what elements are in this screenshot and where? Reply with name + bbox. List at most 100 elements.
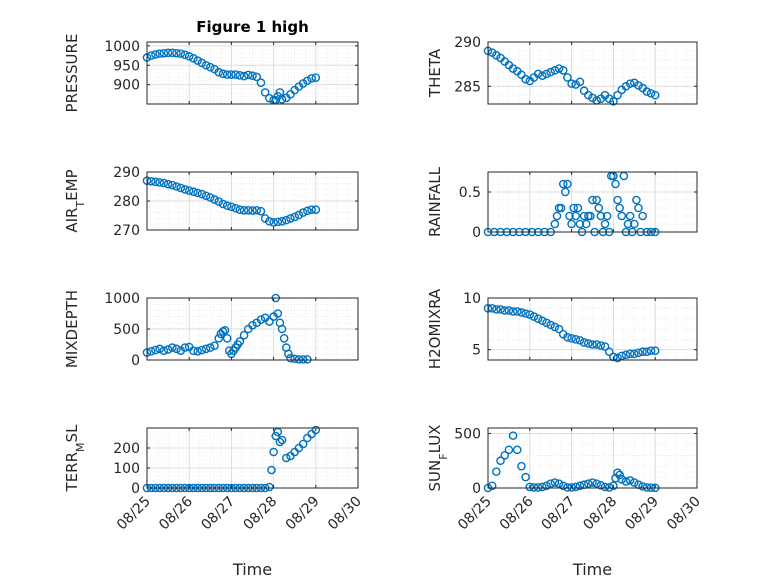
data-point	[556, 203, 566, 213]
y-tick-label: 270	[113, 223, 140, 239]
data-point	[159, 48, 169, 58]
data-point	[231, 70, 240, 79]
x-tick-label: 08/30	[325, 494, 365, 534]
data-point	[554, 324, 564, 334]
data-point	[205, 62, 215, 72]
data-point	[569, 203, 578, 213]
data-point	[600, 482, 610, 492]
data-point	[218, 69, 228, 79]
x-tick-label: 08/27	[198, 494, 238, 534]
data-point	[579, 338, 589, 347]
data-point	[201, 344, 211, 354]
data-point	[155, 344, 164, 354]
x-tick-label: 08/25	[114, 494, 154, 534]
data-point	[281, 453, 291, 463]
data-point	[604, 483, 614, 492]
data-point	[205, 193, 215, 202]
x-tick-label: 08/25	[455, 494, 495, 534]
data-point	[239, 330, 249, 340]
y-tick-label: 285	[454, 79, 481, 95]
data-point	[227, 70, 236, 79]
data-point	[625, 476, 635, 485]
data-point	[538, 316, 547, 326]
data-point	[542, 481, 551, 491]
data-point	[542, 318, 551, 328]
data-point	[273, 217, 283, 227]
data-point	[561, 187, 570, 197]
data-point	[155, 178, 164, 187]
data-point	[552, 211, 562, 221]
data-point	[298, 439, 308, 449]
x-tick-label: 08/29	[283, 494, 323, 534]
y-tick-label: 950	[113, 58, 140, 74]
data-point	[311, 425, 321, 435]
data-point	[201, 191, 211, 201]
data-point	[525, 482, 535, 492]
data-point	[563, 483, 572, 492]
data-point	[565, 211, 574, 221]
x-tick-label: 08/27	[539, 494, 579, 534]
data-point	[613, 353, 622, 363]
data-point	[294, 210, 304, 220]
data-point	[575, 336, 585, 345]
data-point	[611, 179, 620, 189]
y-tick-label: 0	[472, 225, 481, 241]
data-point	[146, 347, 156, 356]
data-point	[546, 479, 556, 488]
data-point	[538, 482, 547, 492]
data-point	[487, 304, 497, 313]
data-point	[630, 478, 639, 487]
data-point	[650, 346, 660, 356]
data-point	[625, 79, 635, 88]
data-point	[159, 178, 169, 188]
y-axis-label: THETA	[426, 48, 444, 98]
y-axis-label: SUNFLUX	[426, 425, 450, 492]
data-point	[311, 205, 321, 214]
data-point	[512, 445, 522, 455]
data-point	[298, 355, 308, 364]
data-point	[642, 87, 652, 96]
data-point	[504, 445, 514, 455]
x-tick-label: 08/30	[664, 494, 704, 534]
data-point	[180, 185, 190, 194]
data-point	[193, 188, 202, 198]
data-point	[550, 322, 560, 332]
data-point	[592, 340, 601, 349]
data-point	[205, 343, 215, 352]
data-point	[180, 343, 190, 352]
y-tick-label: 0	[131, 353, 140, 369]
data-point	[303, 355, 312, 364]
data-point	[613, 90, 622, 100]
data-point	[546, 67, 556, 77]
data-point	[286, 214, 295, 223]
data-point	[496, 456, 505, 466]
data-point	[630, 349, 639, 359]
data-point	[256, 78, 266, 87]
data-point	[275, 437, 285, 447]
y-tick-label: 1000	[104, 291, 140, 307]
data-point	[307, 74, 316, 83]
axes-box	[487, 297, 698, 361]
data-point	[222, 70, 232, 79]
data-point	[638, 347, 647, 357]
data-point	[621, 477, 631, 486]
data-point	[615, 203, 624, 213]
data-point	[621, 350, 631, 360]
data-point	[235, 205, 245, 214]
x-tick-label: 08/28	[241, 494, 281, 534]
data-point	[222, 333, 232, 343]
data-point	[197, 189, 207, 199]
data-point	[592, 195, 601, 205]
data-point	[214, 67, 224, 77]
data-point	[290, 354, 300, 364]
data-point	[239, 205, 249, 215]
y-tick-label: 200	[113, 441, 140, 457]
data-point	[256, 315, 266, 325]
data-point	[163, 345, 173, 354]
data-point	[492, 467, 501, 476]
data-point	[596, 480, 606, 490]
x-tick-label: 08/26	[156, 493, 196, 533]
data-point	[600, 342, 610, 351]
data-point	[521, 309, 530, 318]
data-point	[235, 71, 245, 80]
